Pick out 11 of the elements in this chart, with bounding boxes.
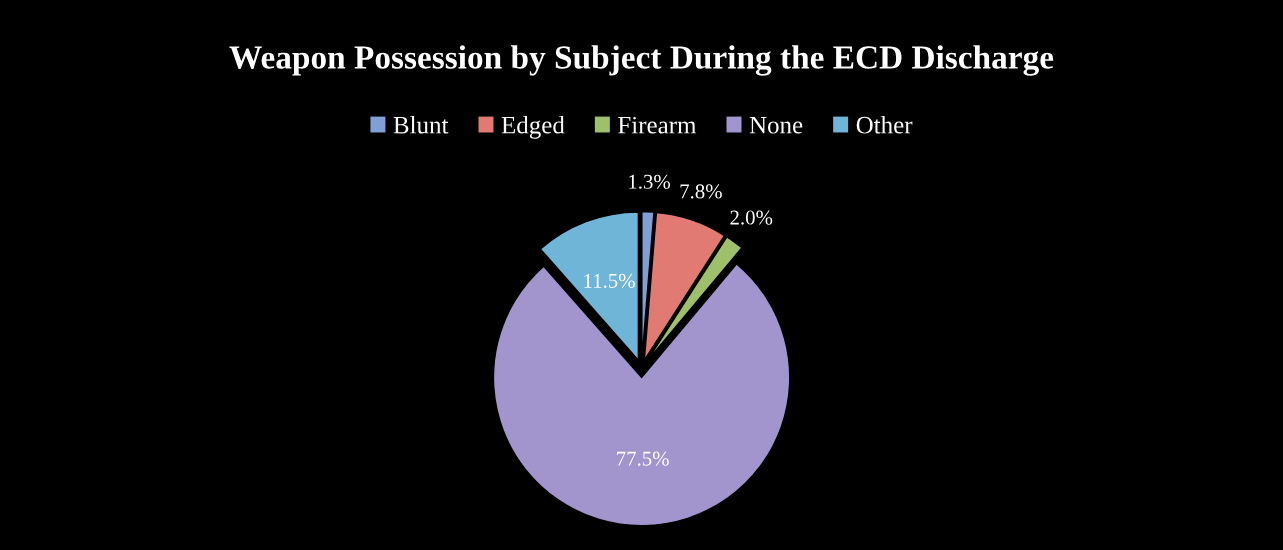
legend-label: Blunt — [393, 116, 449, 134]
data-label: 11.5% — [584, 273, 635, 288]
data-label: 7.8% — [680, 184, 722, 199]
legend-label: Firearm — [618, 116, 697, 134]
data-label: 1.3% — [629, 174, 671, 189]
legend-label: Edged — [501, 116, 565, 139]
chart-title: Weapon Possession by Subject During the ECD Discharge — [229, 45, 1054, 76]
legend-label: None — [749, 116, 803, 134]
legend-label: Other — [856, 116, 913, 134]
data-label: 2.0% — [730, 210, 773, 225]
data-label: 77.5% — [617, 451, 669, 466]
